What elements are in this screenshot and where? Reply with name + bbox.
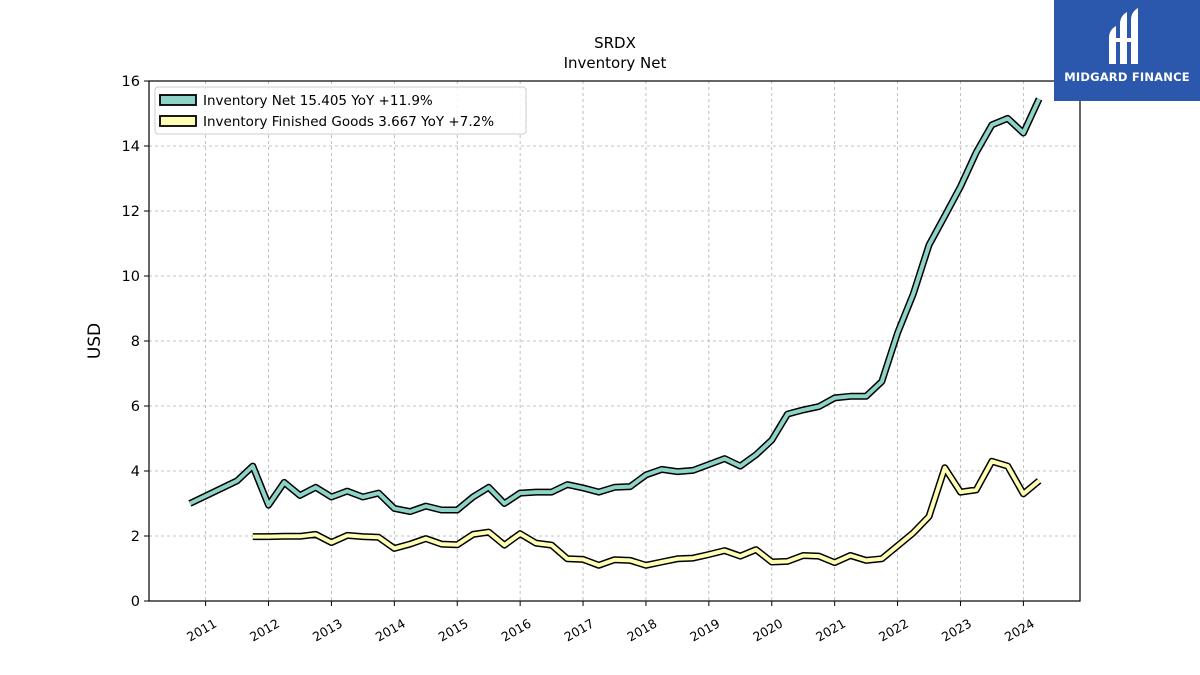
series-outline-0 xyxy=(188,97,1043,516)
grid xyxy=(149,80,1080,602)
x-tick-label: 2021 xyxy=(813,616,848,645)
x-tick-label: 2011 xyxy=(184,616,219,645)
series-line-0 xyxy=(189,98,1041,514)
x-tick-label: 2014 xyxy=(373,616,408,645)
x-tick-label: 2020 xyxy=(750,616,785,645)
x-tick-label: 2016 xyxy=(499,616,534,645)
chart-title: SRDX xyxy=(594,34,636,52)
x-tick-label: 2013 xyxy=(310,616,345,645)
y-tick-label: 8 xyxy=(131,334,140,350)
x-tick-label: 2023 xyxy=(939,616,974,645)
y-tick-label: 14 xyxy=(122,139,140,155)
series-line-1 xyxy=(252,459,1041,568)
x-tick-label: 2017 xyxy=(561,616,596,645)
legend-swatch-0 xyxy=(159,94,197,106)
y-tick-label: 10 xyxy=(122,269,140,285)
legend-swatch-1 xyxy=(159,115,197,127)
x-tick-label: 2022 xyxy=(876,616,911,645)
legend-box xyxy=(154,86,527,135)
legend-label-1: Inventory Finished Goods 3.667 YoY +7.2% xyxy=(203,114,494,130)
x-tick-label: 2015 xyxy=(436,616,471,645)
series-lines xyxy=(188,97,1043,569)
x-tick-label: 2012 xyxy=(247,616,282,645)
y-axis-label: USD xyxy=(85,323,105,359)
y-tick-label: 0 xyxy=(131,594,140,610)
y-tick-label: 4 xyxy=(131,464,140,480)
x-tick-label: 2024 xyxy=(1002,616,1037,645)
y-tick-label: 12 xyxy=(122,204,140,220)
y-tick-label: 2 xyxy=(131,529,140,545)
logo-text: MIDGARD FINANCE xyxy=(1064,70,1190,84)
chart-subtitle: Inventory Net xyxy=(564,54,667,72)
legend: Inventory Net 15.405 YoY +11.9% Inventory… xyxy=(154,86,527,135)
x-tick-label: 2019 xyxy=(687,616,722,645)
legend-label-0: Inventory Net 15.405 YoY +11.9% xyxy=(203,93,433,109)
logo-mark-icon xyxy=(1109,8,1138,64)
y-tick-label: 6 xyxy=(131,399,140,415)
axes: 0 2 4 6 8 10 12 14 16 2011 2012 2013 2014 2015 2016 201… xyxy=(122,74,1081,645)
midgard-finance-logo: MIDGARD FINANCE xyxy=(1054,0,1200,101)
x-tick-label: 2018 xyxy=(624,616,659,645)
y-tick-label: 16 xyxy=(122,74,140,90)
